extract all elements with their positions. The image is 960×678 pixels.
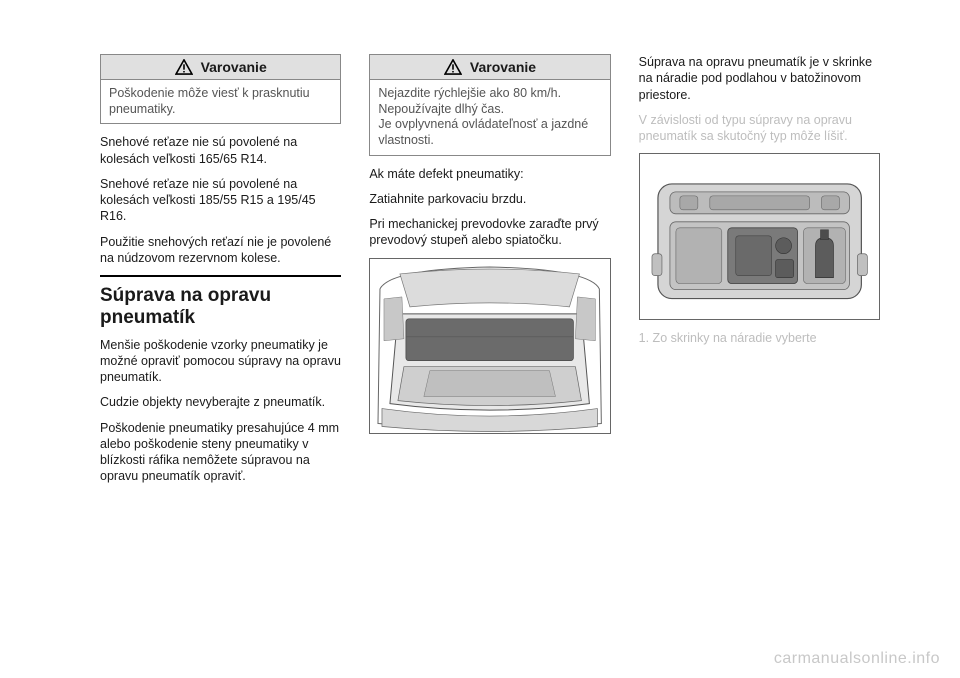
col3-ghost-2: 1. Zo skrinky na náradie vyberte <box>639 330 880 346</box>
column-3: Súprava na opravu pneumatík je v skrinke… <box>639 54 880 494</box>
column-1: Varovanie Poškodenie môže viesť k praskn… <box>100 54 341 494</box>
col2-para-3: Pri mechanickej prevodovke zaraďte prvý … <box>369 216 610 249</box>
warning-box-2: Varovanie Nejazdite rýchlejšie ako 80 km… <box>369 54 610 156</box>
col1-para-3: Použitie snehových reťazí nie je povolen… <box>100 234 341 267</box>
col3-ghost-1: V závislosti od typu súpravy na opravu p… <box>639 112 880 145</box>
col2-para-1: Ak máte defekt pneumatiky: <box>369 166 610 182</box>
warning-triangle-icon <box>175 59 193 75</box>
warning-header-2: Varovanie <box>370 55 609 80</box>
column-2: Varovanie Nejazdite rýchlejšie ako 80 km… <box>369 54 610 494</box>
watermark: carmanualsonline.info <box>774 650 940 668</box>
section-title-tire-repair-kit: Súprava na opravu pneumatík <box>100 275 341 329</box>
illustration-toolbox-wrap <box>639 153 880 320</box>
warning-box-1: Varovanie Poškodenie môže viesť k praskn… <box>100 54 341 124</box>
col1-para-5: Cudzie objekty nevyberajte z pneumatík. <box>100 394 341 410</box>
illustration-trunk <box>369 258 610 435</box>
page-root: Varovanie Poškodenie môže viesť k praskn… <box>0 0 960 678</box>
col1-para-2: Snehové reťaze nie sú povolené na kolesá… <box>100 176 341 225</box>
warning-triangle-icon <box>444 59 462 75</box>
warning-body-2: Nejazdite rýchlejšie ako 80 km/h. Nepouž… <box>370 80 609 155</box>
warning-body-1: Poškodenie môže viesť k prasknutiu pneum… <box>101 80 340 123</box>
col2-para-2: Zatiahnite parkovaciu brzdu. <box>369 191 610 207</box>
warning-header-1: Varovanie <box>101 55 340 80</box>
columns-container: Varovanie Poškodenie môže viesť k praskn… <box>100 54 880 494</box>
warning-title-2: Varovanie <box>470 59 536 75</box>
col1-para-1: Snehové reťaze nie sú povolené na kolesá… <box>100 134 341 167</box>
warning-title-1: Varovanie <box>201 59 267 75</box>
col3-para-1: Súprava na opravu pneumatík je v skrinke… <box>639 54 880 103</box>
col1-para-4: Menšie poškodenie vzorky pneumatiky je m… <box>100 337 341 386</box>
illustration-trunk-wrap <box>369 258 610 435</box>
illustration-toolbox <box>639 153 880 320</box>
col1-para-6: Poškodenie pneumatiky presahujúce 4 mm a… <box>100 420 341 485</box>
